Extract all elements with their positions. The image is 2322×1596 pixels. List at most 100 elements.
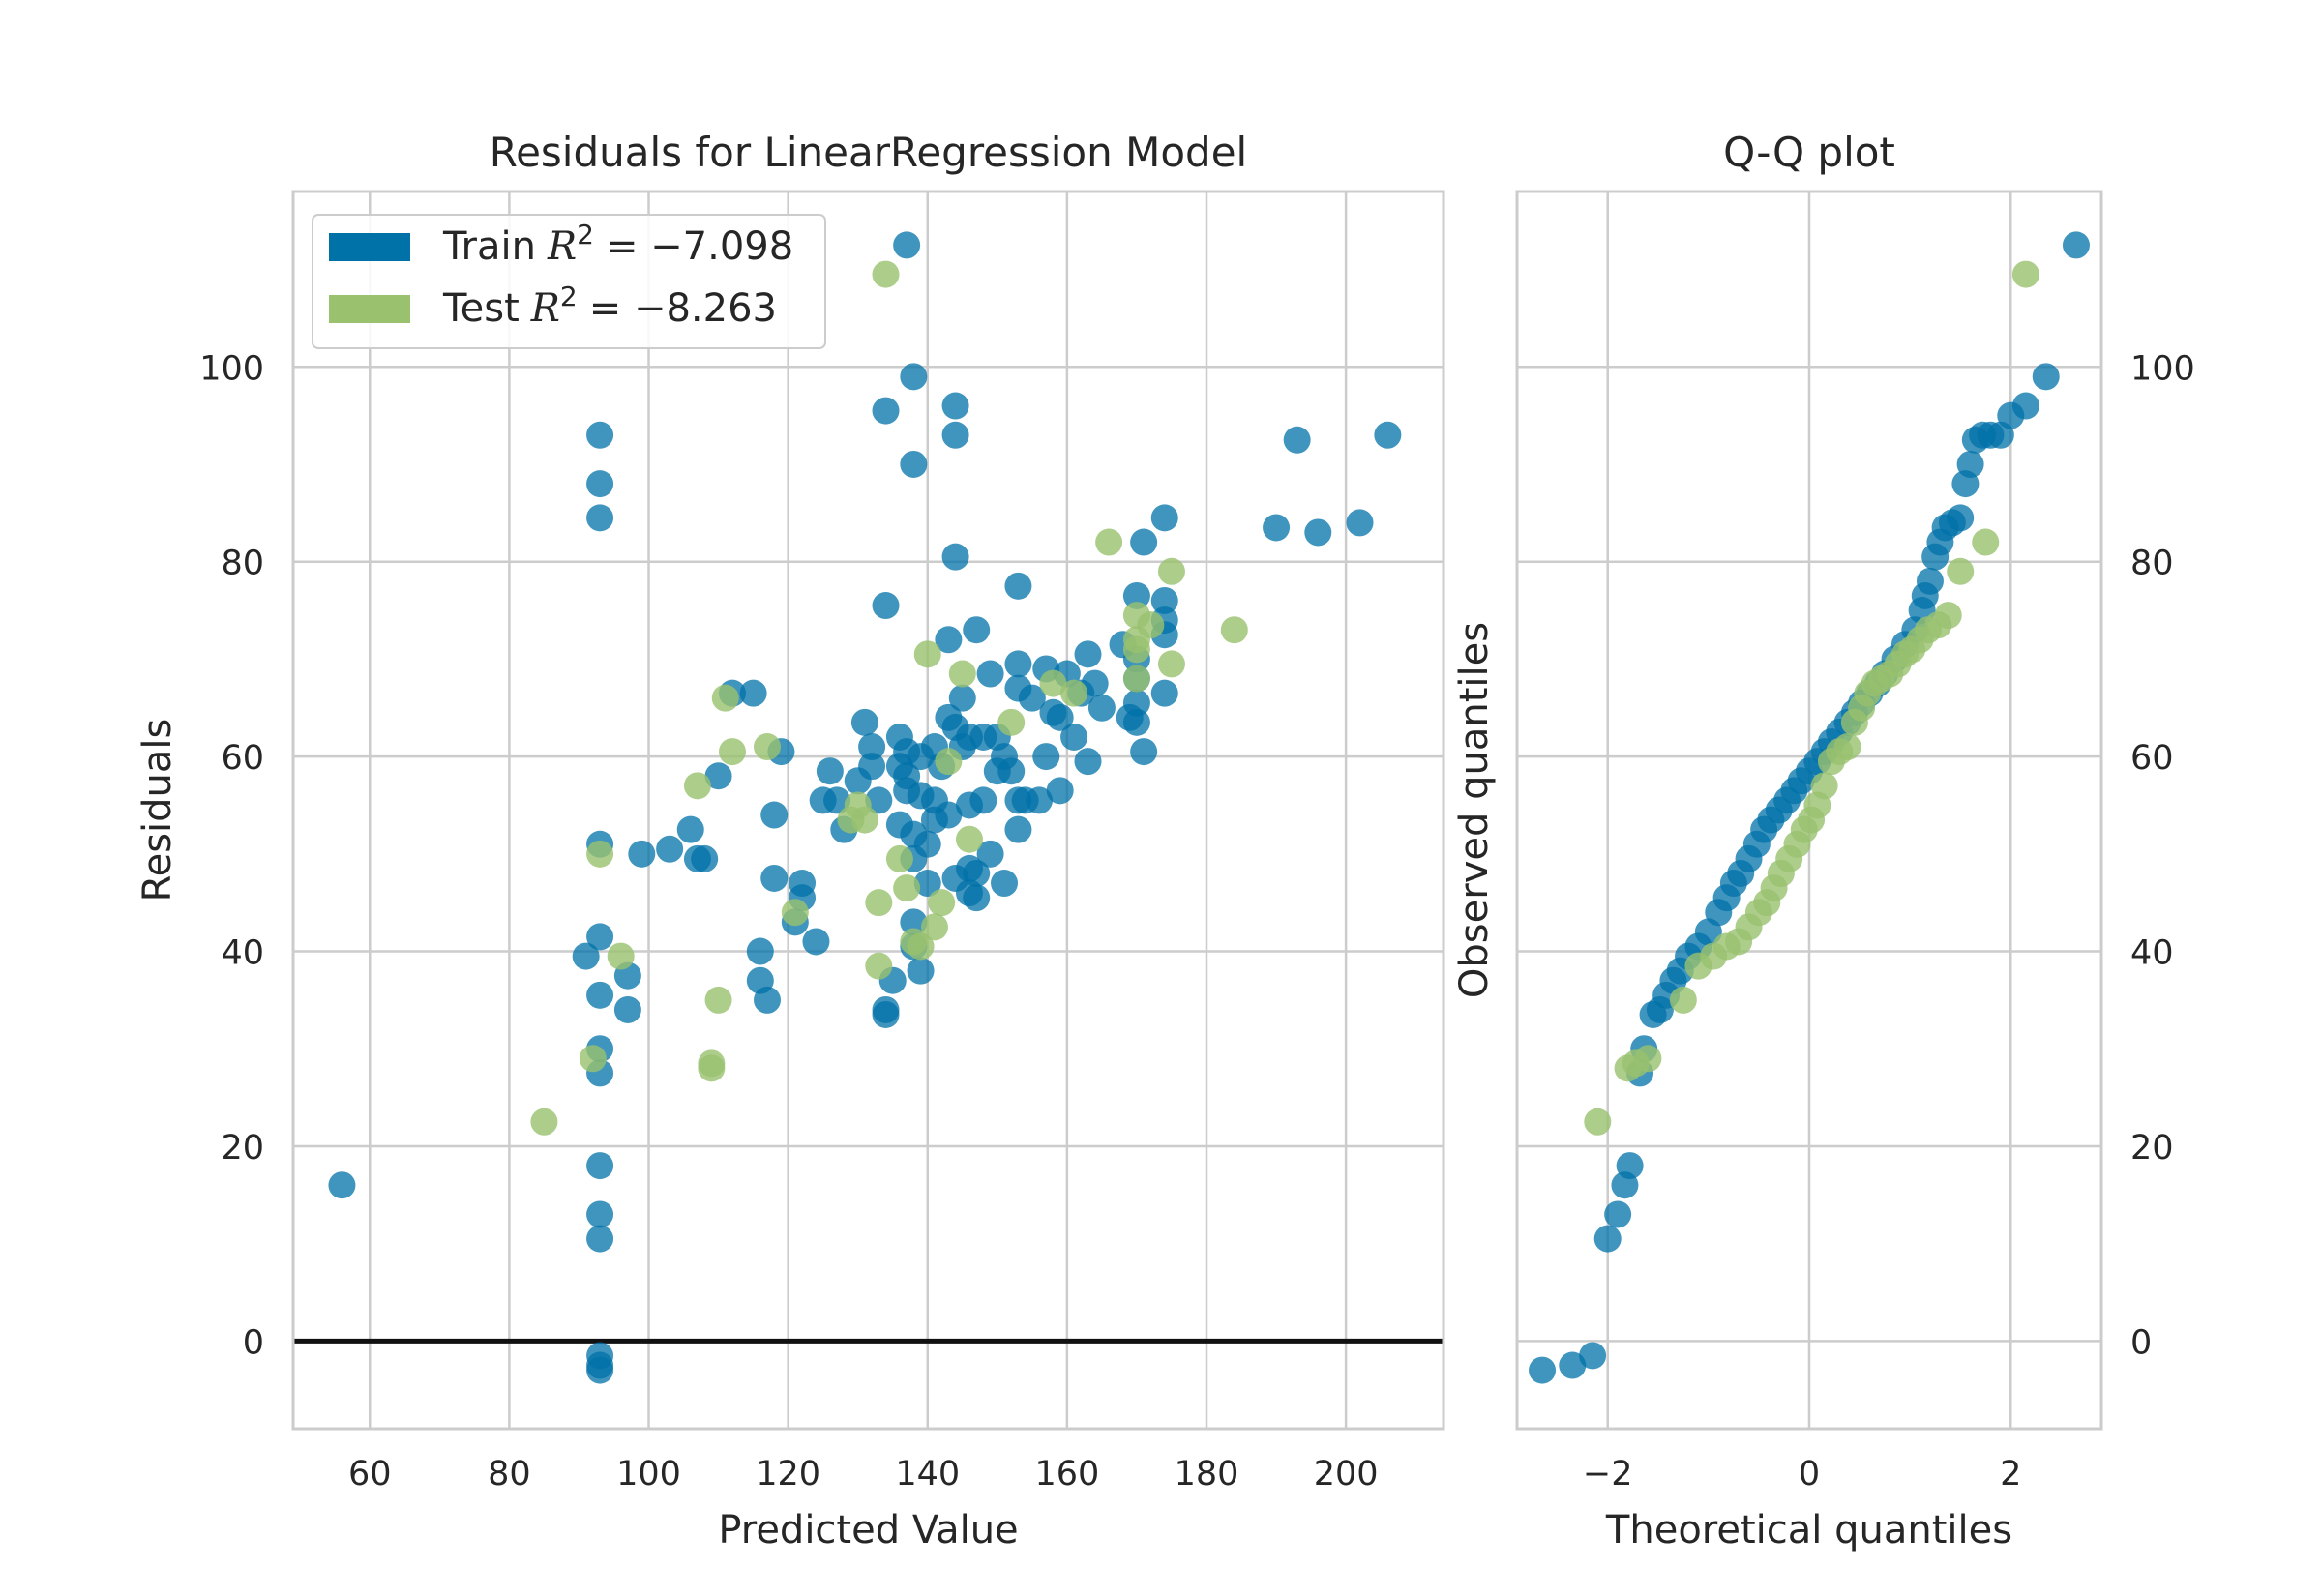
train-point [1150,504,1178,532]
y-tick-label: 100 [2130,349,2195,388]
train-point [1032,743,1060,771]
train-point [586,981,614,1009]
train-point [1304,518,1332,547]
x-tick-label: 180 [1175,1455,1239,1493]
legend-train-var: R [547,224,577,269]
y-tick-label: 20 [2130,1129,2174,1167]
legend-test-value: = −8.263 [589,286,777,331]
legend-train-label: Train R2 = −7.098 [442,219,793,269]
test-point [781,899,809,927]
residuals-y-tick-labels: 0 20 40 60 80 100 [199,349,264,1362]
train-point [739,679,767,707]
test-point [754,733,782,761]
x-tick-label: 80 [488,1455,531,1493]
train-point [1579,1342,1607,1370]
y-tick-label: 100 [199,349,264,388]
test-point [885,844,913,872]
train-point [656,835,684,863]
legend-test-swatch [329,295,410,323]
test-point [1220,616,1248,644]
train-point [1004,815,1032,843]
test-point [607,942,635,970]
test-point [865,952,893,980]
train-point [865,786,893,814]
train-point [948,684,976,712]
x-tick-label: 0 [1799,1455,1820,1493]
train-point [963,616,991,644]
test-point [579,1045,607,1073]
train-point [1130,528,1158,556]
train-point [850,708,878,736]
train-point [941,543,969,571]
test-point [1095,528,1123,556]
qq-y-tick-labels: 0 20 40 60 80 100 [2130,349,2195,1362]
train-point [613,995,641,1023]
test-point [1972,528,2000,556]
qq-plot-frame [1515,190,2103,1431]
test-point [920,913,948,941]
train-point [1060,723,1088,751]
residuals-panel: 60 80 100 120 140 160 180 200 0 20 40 60 80 100 Resi… [135,129,1445,1552]
test-point [948,660,976,688]
train-point [586,421,614,449]
y-tick-label: 60 [2130,739,2174,778]
train-point [1122,581,1150,609]
legend-test-sup: 2 [560,281,578,312]
qq-x-axis-label: Theoretical quantiles [1605,1508,2012,1552]
y-tick-label: 0 [2130,1323,2152,1362]
train-point [872,995,900,1023]
test-point [865,889,893,917]
y-tick-label: 60 [221,739,264,778]
train-point [1074,748,1102,776]
test-point [1634,1045,1662,1073]
train-point [586,1356,614,1384]
train-point [1604,1200,1632,1228]
x-tick-label: 120 [756,1455,820,1493]
y-tick-label: 40 [221,934,264,973]
train-point [746,937,774,965]
train-point [858,733,886,761]
train-point [941,421,969,449]
train-point [1046,777,1074,805]
train-point [1074,640,1102,668]
train-point [1529,1356,1557,1384]
x-tick-label: 160 [1034,1455,1099,1493]
x-tick-label: 100 [616,1455,681,1493]
legend-train-swatch [329,233,410,261]
test-point [1137,611,1165,639]
qq-panel: −2 0 2 0 20 40 60 80 100 Q-Q plot Theoretical q… [1452,129,2195,1552]
test-point [586,840,614,868]
test-point [2011,260,2039,288]
train-point [1956,450,1984,478]
train-point [872,397,900,425]
train-point [2032,363,2060,391]
test-point [872,260,900,288]
train-point [935,626,963,654]
train-point [1916,567,1944,595]
legend-test-prefix: Test [442,286,520,331]
test-point [1833,733,1861,761]
train-point [997,757,1026,785]
x-tick-label: 60 [348,1455,392,1493]
train-point [1283,426,1311,454]
train-point [816,757,844,785]
test-point [913,640,941,668]
train-point [969,786,997,814]
legend-train-prefix: Train [442,224,536,269]
train-point [1150,586,1178,614]
train-point [2011,392,2039,420]
test-point [928,889,956,917]
test-point [711,684,739,712]
train-point [760,864,789,892]
train-point [1004,650,1032,678]
test-point [1060,679,1088,707]
train-point [760,801,789,829]
test-point [893,874,921,902]
train-point [676,815,704,843]
train-point [991,870,1019,898]
chart-legend: Train R2 = −7.098 Test R 2 = −8.263 [312,214,826,349]
test-point [1122,665,1150,693]
test-point [1039,669,1067,697]
y-tick-label: 0 [243,1323,264,1362]
